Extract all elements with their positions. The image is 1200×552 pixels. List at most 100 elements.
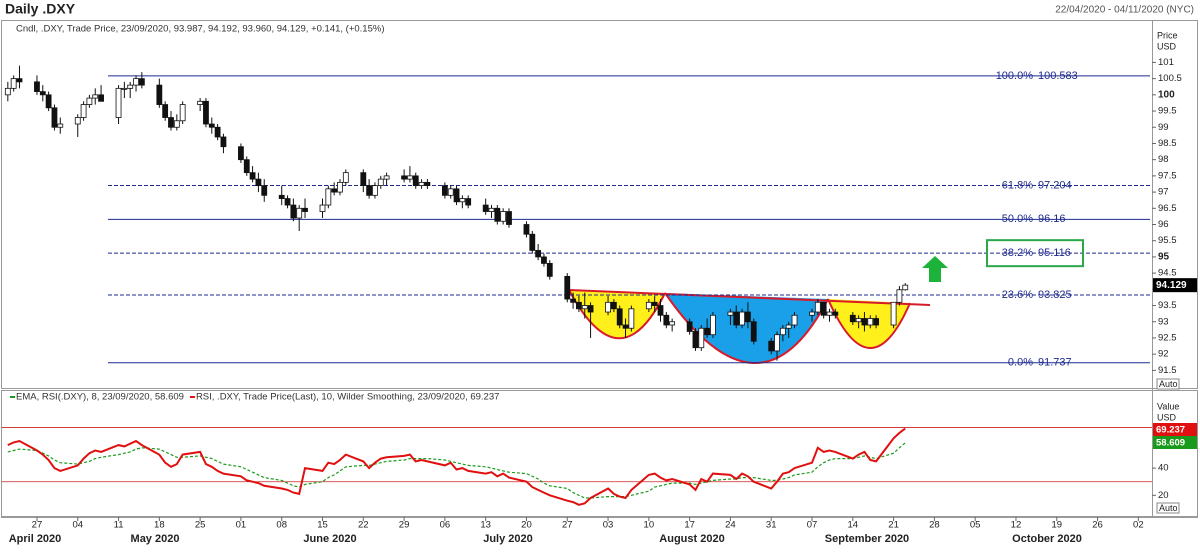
candle-body [669,321,676,326]
candle-body [873,318,880,326]
date-range: 22/04/2020 - 04/11/2020 (NYC) [1055,5,1194,16]
candle-body [820,301,827,316]
candle-body [412,175,419,187]
x-tick-label: 24 [725,520,736,531]
fib-value: 96.16 [1038,213,1066,225]
x-tick-label: 28 [929,520,940,531]
candle-body [203,100,209,125]
x-tick-label: 01 [236,520,247,531]
candle-body [488,207,495,212]
candle-body [529,233,536,251]
candle-body [156,84,163,105]
fib-value: 95.116 [1038,247,1071,259]
candle-body [80,104,87,118]
candle-body [115,87,122,118]
axis-label: Price [1157,30,1178,40]
y-tick-label: 92 [1158,349,1169,360]
candle-body [290,204,297,219]
x-tick-label: 14 [848,520,859,531]
x-tick-label: 05 [970,520,981,531]
fib-label: 61.8% [1002,179,1033,191]
last-value-label: 58.609 [1156,438,1185,449]
candle-body [459,198,466,203]
month-label: April 2020 [9,533,62,545]
candle-body [791,314,798,326]
candle-body [325,188,332,206]
y-tick-label: 97.5 [1158,170,1177,181]
price-panel-frame [1,20,1198,389]
y-tick-label: 40 [1158,463,1169,474]
candle-body [383,175,390,180]
candle-body [867,318,874,326]
x-tick-label: 15 [317,520,328,531]
candle-body [377,178,384,187]
candle-body [628,308,635,329]
candle-body [832,311,839,316]
candle-body [774,334,780,352]
x-tick-label: 29 [399,520,410,531]
axis-label: USD [1157,412,1177,422]
auto-button[interactable] [1156,502,1180,514]
y-tick-label: 100.5 [1158,73,1182,84]
x-tick-label: 11 [114,520,124,531]
candle-body [127,84,134,89]
candle-body [500,211,507,222]
candle-body [506,211,512,225]
candle-body [337,181,343,193]
candle-body [750,321,757,342]
chart-title: Daily .DXY [5,1,76,17]
candle-body [826,311,833,316]
candle-body [587,305,594,313]
candle-body [710,314,716,336]
axis-label: USD [1157,41,1177,51]
highlight-box [986,239,1084,268]
last-price-label: 94.129 [1156,280,1187,291]
candle-body [465,198,472,206]
candle-body [179,104,186,122]
y-tick-label: 101 [1158,57,1174,68]
x-tick-label: 27 [562,520,573,531]
legend-entry: EMA, RSI(.DXY), 8, 23/09/2020, 58.609 [16,392,184,403]
candle-body [739,311,745,326]
candle-body [57,123,64,128]
candle-body [616,308,623,326]
candle-body [372,185,378,196]
candle-body [745,311,751,323]
series-line [7,427,906,506]
cup-outline [568,289,931,364]
candle-body [570,298,576,303]
x-tick-label: 12 [1011,520,1022,531]
candle-body [622,324,629,329]
candle-body [74,117,81,125]
fib-label: 0.0% [1008,357,1033,369]
y-tick-label: 92.5 [1158,332,1177,343]
candle-body [564,275,571,300]
y-tick-label: 93.5 [1158,300,1177,311]
auto-button[interactable] [1156,378,1180,390]
candle-body [541,256,547,264]
last-price-box [1153,278,1197,293]
candle-body [441,185,448,196]
x-tick-label: 25 [195,520,206,531]
legend: Cndl, .DXY, Trade Price, 23/09/2020, 93.… [16,24,384,35]
x-tick-label: 31 [766,520,777,531]
candle-body [168,117,174,128]
candle-body [494,207,501,222]
candle-body [814,301,821,313]
candle-body [482,204,489,212]
candle-body [162,104,169,118]
candle-body [896,289,903,303]
candle-body [546,263,553,277]
y-tick-label: 100 [1158,89,1175,100]
fib-value: 97.204 [1038,179,1072,191]
x-tick-label: 02 [1133,520,1144,531]
x-tick-label: 10 [644,520,655,531]
candle-body [610,301,617,310]
candle-body [424,181,431,187]
candle-body [10,78,17,89]
candle-body [214,126,221,138]
candle-body [92,94,99,99]
candle-body [855,318,862,323]
candle-body [605,301,611,313]
